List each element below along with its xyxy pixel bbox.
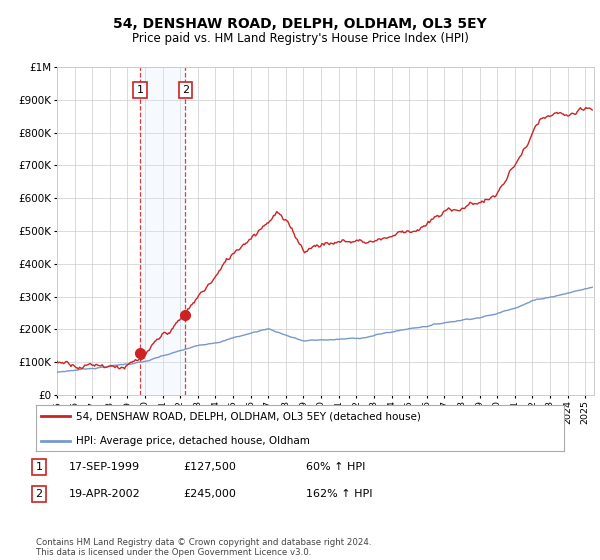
Text: 1: 1 [35,462,43,472]
Text: 60% ↑ HPI: 60% ↑ HPI [306,462,365,472]
Text: 54, DENSHAW ROAD, DELPH, OLDHAM, OL3 5EY (detached house): 54, DENSHAW ROAD, DELPH, OLDHAM, OL3 5EY… [76,412,421,421]
Text: Contains HM Land Registry data © Crown copyright and database right 2024.
This d: Contains HM Land Registry data © Crown c… [36,538,371,557]
Text: 162% ↑ HPI: 162% ↑ HPI [306,489,373,499]
Bar [140,67,185,395]
Text: £245,000: £245,000 [183,489,236,499]
Text: 2: 2 [35,489,43,499]
Text: Price paid vs. HM Land Registry's House Price Index (HPI): Price paid vs. HM Land Registry's House … [131,32,469,45]
Text: 1: 1 [137,85,143,95]
Text: 2: 2 [182,85,189,95]
Text: 17-SEP-1999: 17-SEP-1999 [69,462,140,472]
Text: £127,500: £127,500 [183,462,236,472]
Text: 54, DENSHAW ROAD, DELPH, OLDHAM, OL3 5EY: 54, DENSHAW ROAD, DELPH, OLDHAM, OL3 5EY [113,17,487,31]
Text: HPI: Average price, detached house, Oldham: HPI: Average price, detached house, Oldh… [76,436,310,446]
Text: 19-APR-2002: 19-APR-2002 [69,489,141,499]
